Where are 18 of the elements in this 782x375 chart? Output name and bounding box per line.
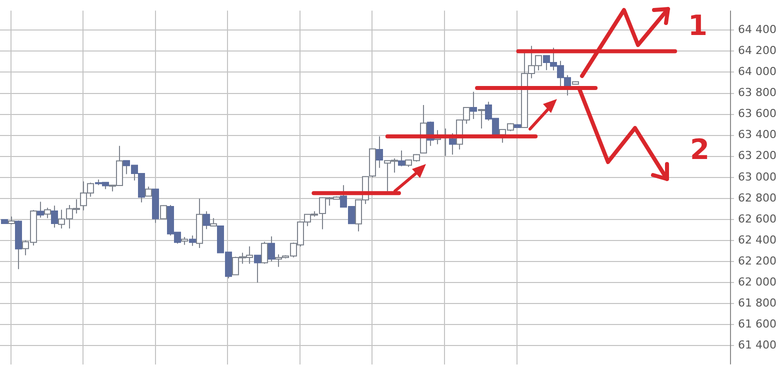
y-tick-label: 61 400	[738, 338, 776, 352]
annotation: 1	[688, 9, 708, 42]
y-tick-label: 61 800	[738, 296, 776, 310]
y-tick-label: 63 400	[738, 128, 776, 142]
y-tick-label: 63 000	[738, 170, 776, 184]
y-tick-label: 62 200	[738, 254, 776, 268]
y-tick-label: 62 600	[738, 212, 776, 226]
y-tick-label: 62 800	[738, 191, 776, 204]
y-tick-label: 64 200	[738, 44, 776, 58]
y-tick-label: 64 400	[738, 23, 776, 36]
y-tick-label: 63 600	[738, 107, 776, 120]
y-tick-label: 63 800	[738, 86, 776, 100]
y-tick-label: 62 000	[738, 275, 776, 288]
annotation: 2	[690, 133, 710, 166]
y-tick-label: 64 000	[738, 65, 776, 78]
y-tick-label: 61 600	[738, 318, 776, 331]
y-tick-label: 62 400	[738, 233, 776, 246]
y-tick-label: 63 200	[738, 149, 776, 162]
